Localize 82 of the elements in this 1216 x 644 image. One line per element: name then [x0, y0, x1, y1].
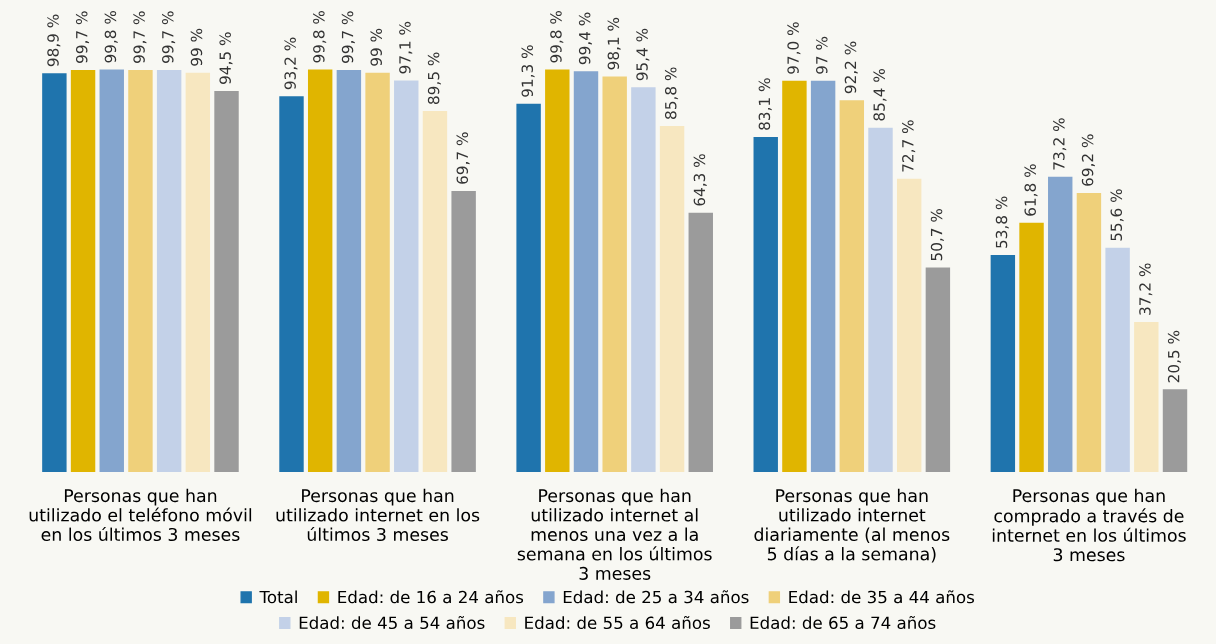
data-label: 99,4 %: [578, 12, 592, 65]
bar: [307, 69, 333, 473]
legend-label: Edad: de 65 a 74 años: [750, 615, 936, 630]
bar: [868, 127, 893, 473]
bar: [545, 69, 570, 473]
bar: [1019, 222, 1044, 473]
bar: [185, 72, 211, 473]
data-label: 92,2 %: [844, 41, 858, 94]
data-label: 98,9 %: [47, 14, 61, 67]
data-label: 97,1 %: [399, 21, 413, 74]
bar: [782, 80, 807, 473]
bar: [573, 71, 599, 473]
data-label: 99,8 %: [104, 10, 118, 63]
bar: [451, 190, 476, 473]
data-label: 72,7 %: [902, 120, 916, 172]
data-label: 89,5 %: [427, 52, 441, 105]
bar: [753, 136, 778, 473]
data-label: 99,7 %: [75, 11, 90, 63]
bar: [394, 80, 419, 473]
bar: [1134, 322, 1159, 473]
bar: [279, 96, 304, 473]
bar: [602, 76, 627, 473]
bar: [810, 80, 836, 473]
data-label: 99,8 %: [313, 10, 327, 63]
data-label: 64,3 %: [693, 154, 707, 206]
legend-label: Edad: de 35 a 44 años: [789, 590, 974, 604]
legend-label: Edad: de 45 a 54 años: [299, 615, 485, 630]
data-label: 69,7 %: [456, 132, 470, 184]
data-label: 99 %: [370, 28, 382, 66]
data-label: 83,1 %: [758, 78, 772, 130]
bar: [516, 103, 541, 473]
legend-label: Total: [259, 590, 297, 604]
data-label: 94,5 %: [219, 32, 233, 84]
data-label: 91,3 %: [521, 45, 535, 97]
data-label: 50,7 %: [930, 208, 944, 261]
data-label: 93,2 %: [284, 37, 298, 90]
data-label: 85,8 %: [664, 67, 679, 119]
bar: [659, 126, 685, 473]
bar: [1162, 389, 1188, 473]
data-label: 85,4 %: [873, 69, 887, 121]
data-label: 99,7 %: [133, 11, 147, 63]
data-label: 97,0 %: [787, 22, 801, 74]
bar: [896, 178, 922, 473]
bar: [839, 100, 865, 473]
data-label: 99,7 %: [162, 11, 176, 63]
data-label: 61,8 %: [1024, 164, 1038, 216]
x-tick-label: Personas que han utilizado el teléfono móvil en los últimos 3 meses: [29, 488, 252, 542]
legend-label: Edad: de 16 a 24 años: [338, 590, 524, 604]
bar: [70, 69, 96, 473]
bar: [422, 111, 448, 473]
data-label: 99,7 %: [341, 11, 355, 63]
x-tick-label: Personas que han utilizado internet en los últimos 3 meses: [276, 488, 480, 542]
legend-label: Edad: de 55 a 64 años: [525, 615, 710, 630]
data-label: 20,5 %: [1167, 330, 1181, 383]
legend-label: Edad: de 25 a 34 años: [563, 590, 749, 604]
bar: [990, 255, 1016, 473]
bar: [99, 69, 124, 473]
data-label: 97 %: [815, 36, 828, 74]
data-label: 98,1 %: [607, 17, 621, 70]
bar: [1076, 192, 1102, 473]
bar: [1105, 247, 1130, 473]
data-label: 99,8 %: [550, 10, 564, 63]
bar: [336, 69, 362, 473]
data-label: 95,4 %: [636, 28, 650, 81]
bar: [156, 69, 182, 473]
data-label: 69,2 %: [1081, 134, 1095, 186]
data-label: 73,2 %: [1053, 118, 1067, 170]
bar: [1048, 176, 1073, 473]
x-tick-label: Personas que han utilizado internet diariamente (al menos 5 días a la semana): [754, 488, 950, 563]
data-label: 53,8 %: [995, 196, 1009, 248]
x-tick-label: Personas que han comprado a través de internet en los últimos 3 meses: [992, 488, 1186, 562]
bar: [631, 87, 656, 473]
bar: [365, 72, 390, 473]
bar: [925, 267, 951, 473]
bar: [688, 212, 713, 473]
data-label: 99 %: [190, 28, 203, 66]
x-tick-label: Personas que han utilizado internet al menos una vez a la semana en los últimos 3 meses: [517, 488, 712, 580]
bar: [42, 73, 67, 473]
data-label: 37,2 %: [1139, 263, 1153, 315]
bar: [214, 90, 239, 473]
data-label: 55,6 %: [1110, 189, 1124, 241]
bar: [128, 69, 153, 473]
